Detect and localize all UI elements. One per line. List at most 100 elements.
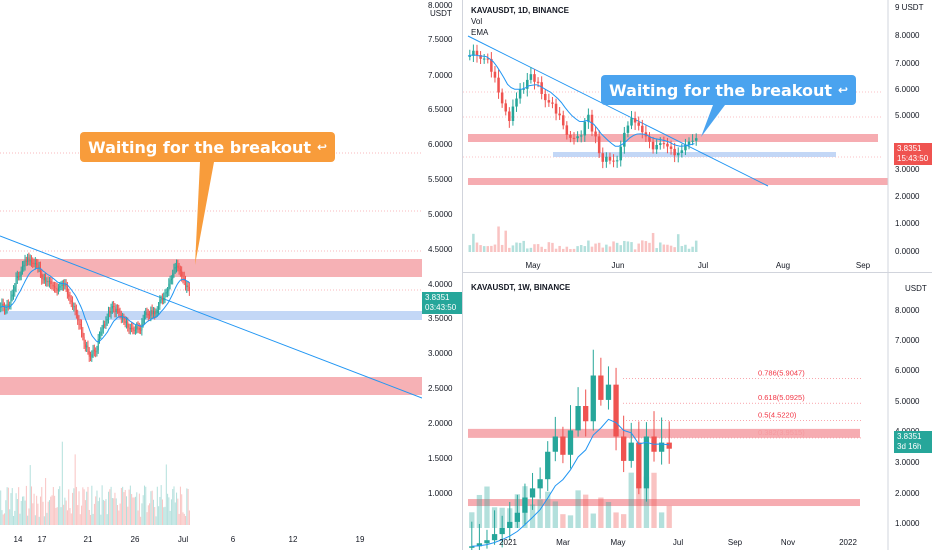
daily-right-tick: 5.0000 xyxy=(895,111,920,120)
left-candle xyxy=(24,260,26,266)
left-x-tick: 21 xyxy=(84,535,93,544)
left-volume-bar xyxy=(43,516,45,525)
left-volume-bar xyxy=(161,499,163,525)
left-candle xyxy=(129,327,131,330)
mid-y-tick: 6.5000 xyxy=(428,105,453,114)
weekly-chart[interactable]: KAVAUSDT, 1W, BINANCE 0.786(5.9047) 0.618(… xyxy=(463,273,932,550)
daily-x-tick: Aug xyxy=(776,261,790,270)
left-candle xyxy=(41,273,43,280)
left-volume-bar xyxy=(88,509,90,525)
daily-chart[interactable]: KAVAUSDT, 1D, BINANCE Vol EMA May Jun Jul Aug S… xyxy=(463,0,932,272)
daily-vol-label: Vol xyxy=(471,17,482,26)
left-candle xyxy=(10,296,12,306)
daily-lower-zone xyxy=(468,178,888,185)
left-x-tick: 19 xyxy=(356,535,365,544)
hook-icon: ↩ xyxy=(317,140,328,154)
left-candle xyxy=(9,305,11,307)
left-candle xyxy=(18,276,20,278)
daily-volume-bar xyxy=(518,242,522,252)
vertical-divider[interactable] xyxy=(462,0,463,550)
left-candle xyxy=(174,267,176,269)
mid-price-axis[interactable]: 8.0000 7.5000 7.0000 6.5000 6.0000 5.5000 5.00… xyxy=(422,0,462,550)
left-volume-bar xyxy=(22,496,24,525)
left-candle xyxy=(161,299,163,301)
daily-volume-bar xyxy=(684,244,687,252)
mid-y-tick: 2.5000 xyxy=(428,384,453,393)
left-volume-bar xyxy=(134,496,136,525)
left-volume-bar xyxy=(158,506,160,525)
daily-ema-label: EMA xyxy=(471,28,489,37)
left-volume-bar xyxy=(20,500,22,525)
horizontal-divider[interactable] xyxy=(463,272,932,273)
daily-chart-pane[interactable]: KAVAUSDT, 1D, BINANCE Vol EMA May Jun Jul Aug S… xyxy=(463,0,932,272)
left-candle xyxy=(81,324,83,333)
left-candle xyxy=(143,315,145,320)
left-candle xyxy=(160,299,162,301)
daily-x-tick: May xyxy=(525,261,540,270)
left-candle xyxy=(19,275,21,277)
left-candle xyxy=(100,331,102,336)
left-candle xyxy=(105,320,107,325)
left-candle xyxy=(28,257,30,261)
left-volume-bar xyxy=(177,498,179,525)
left-candle xyxy=(61,284,63,286)
left-volume-bar xyxy=(69,508,71,525)
left-volume-bar xyxy=(70,513,72,525)
daily-candle xyxy=(579,135,583,137)
left-volume-bar xyxy=(183,513,185,525)
weekly-x-tick: Nov xyxy=(781,538,795,547)
left-candle xyxy=(149,315,151,317)
left-volume-bar xyxy=(141,503,143,525)
left-candle xyxy=(158,305,160,311)
left-candle xyxy=(7,304,9,306)
left-candle xyxy=(74,306,76,310)
left-candle xyxy=(42,279,44,281)
left-candle xyxy=(50,280,52,285)
left-candle xyxy=(179,269,181,271)
left-volume-bar xyxy=(150,491,152,525)
left-candle xyxy=(133,330,135,332)
daily-candle xyxy=(666,143,669,147)
weekly-volume-bar xyxy=(514,494,521,528)
left-candle xyxy=(79,324,81,326)
weekly-volume-bar xyxy=(560,514,566,528)
daily-candle xyxy=(518,89,522,99)
left-candle xyxy=(68,294,70,297)
weekly-volume-bar xyxy=(636,483,642,528)
left-candle xyxy=(156,310,158,313)
left-candle xyxy=(167,290,169,293)
weekly-right-tick: 7.0000 xyxy=(895,336,920,345)
left-candle xyxy=(4,306,6,311)
left-candle xyxy=(113,306,115,308)
left-candle xyxy=(25,260,27,262)
left-volume-bar xyxy=(117,505,119,525)
left-candle xyxy=(22,265,24,271)
left-chart[interactable]: 14 17 21 26 Jul 6 12 19 xyxy=(0,0,422,550)
left-candle xyxy=(51,284,53,286)
daily-x-tick: Sep xyxy=(856,261,871,270)
left-volume-bar xyxy=(113,498,115,525)
left-volume-bar xyxy=(25,485,27,525)
weekly-chart-pane[interactable]: KAVAUSDT, 1W, BINANCE 0.786(5.9047) 0.618(… xyxy=(463,273,932,550)
left-candle xyxy=(20,270,22,276)
left-volume-bar xyxy=(181,494,183,525)
left-volume-bar xyxy=(179,486,181,525)
mid-unit: USDT xyxy=(430,9,452,18)
left-volume-bar xyxy=(64,497,66,525)
daily-volume-bar xyxy=(659,242,662,252)
weekly-candle xyxy=(514,512,521,522)
left-volume-bar xyxy=(136,492,138,525)
left-volume-bar xyxy=(36,495,38,525)
daily-candle xyxy=(676,153,680,156)
weekly-candle xyxy=(529,488,536,498)
daily-right-tick: 2.0000 xyxy=(895,192,920,201)
daily-volume-bar xyxy=(612,241,615,252)
left-volume-bar xyxy=(65,500,67,525)
weekly-fib-label: 0.618(5.0925) xyxy=(758,393,805,402)
left-chart-pane[interactable]: 14 17 21 26 Jul 6 12 19 Waiting for the breakou… xyxy=(0,0,422,550)
left-volume-bar xyxy=(126,496,128,525)
left-volume-bar xyxy=(131,494,133,525)
left-volume-bar xyxy=(7,487,9,525)
left-volume-bar xyxy=(129,485,131,525)
daily-candle xyxy=(493,71,497,78)
